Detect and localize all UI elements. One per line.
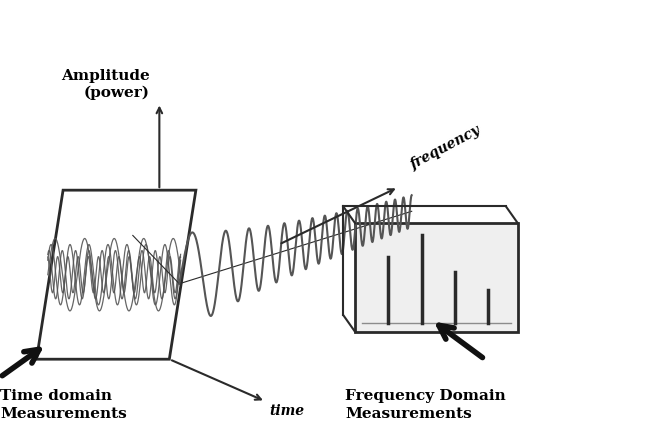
Text: Frequency Domain
Measurements: Frequency Domain Measurements (345, 389, 506, 421)
Text: Time domain
Measurements: Time domain Measurements (0, 389, 127, 421)
Text: time: time (269, 404, 304, 419)
Text: Amplitude
(power): Amplitude (power) (60, 69, 149, 100)
Polygon shape (355, 223, 518, 332)
Text: frequency: frequency (408, 123, 483, 172)
